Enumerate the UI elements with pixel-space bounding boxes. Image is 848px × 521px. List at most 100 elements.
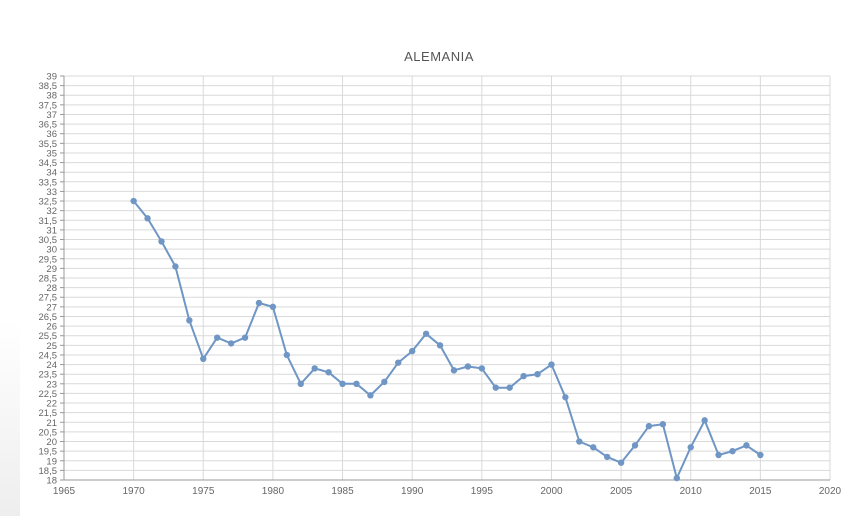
- data-point: [353, 380, 360, 388]
- data-point: [659, 421, 667, 428]
- data-point: [227, 340, 235, 347]
- data-point: [757, 451, 764, 459]
- data-point: [478, 365, 486, 372]
- data-point: [269, 303, 277, 311]
- x-tick-label: 2010: [680, 486, 703, 497]
- y-tick-label: 35,5: [39, 139, 58, 150]
- axes: [60, 75, 830, 481]
- x-tick-label: 1985: [331, 486, 354, 497]
- y-tick-label: 25: [46, 341, 57, 352]
- x-tick-label: 1965: [53, 486, 76, 497]
- data-point: [214, 334, 221, 341]
- data-point: [617, 459, 625, 466]
- y-tick-label: 24: [46, 360, 57, 371]
- x-tick-label: 2015: [749, 486, 772, 497]
- data-point: [590, 444, 597, 451]
- data-point: [200, 355, 207, 362]
- y-tick-label: 30: [46, 245, 57, 256]
- data-point: [144, 215, 151, 222]
- data-point: [241, 334, 249, 341]
- y-tick-label: 19: [46, 456, 57, 467]
- line-chart: ALEMANIA 1818,51919,52020,52121,52222,52…: [39, 49, 842, 497]
- y-tick-label: 23: [46, 379, 57, 390]
- data-point: [687, 444, 694, 451]
- y-axis-tick-labels: 1818,51919,52020,52121,52222,52323,52424…: [39, 72, 58, 487]
- y-tick-label: 39: [46, 72, 57, 83]
- x-tick-label: 1995: [471, 486, 494, 497]
- y-tick-label: 28: [46, 283, 57, 294]
- data-point: [422, 330, 430, 337]
- data-point: [743, 442, 750, 449]
- data-point: [367, 392, 374, 399]
- y-tick-label: 26,5: [39, 312, 58, 323]
- y-tick-label: 37: [46, 110, 57, 121]
- data-point: [186, 317, 193, 324]
- y-tick-label: 28,5: [39, 274, 58, 285]
- data-point: [506, 384, 513, 391]
- x-tick-label: 1975: [192, 486, 215, 497]
- y-tick-label: 23,5: [39, 370, 58, 381]
- y-tick-label: 38: [46, 91, 57, 102]
- y-tick-label: 29: [46, 264, 57, 275]
- data-point: [130, 197, 137, 205]
- x-tick-label: 1990: [401, 486, 424, 497]
- y-tick-label: 30,5: [39, 235, 58, 246]
- chart-title: ALEMANIA: [404, 49, 474, 64]
- data-point: [172, 263, 179, 270]
- data-point: [715, 451, 722, 459]
- x-tick-label: 1970: [123, 486, 146, 497]
- y-tick-label: 18: [46, 476, 57, 487]
- data-point: [562, 394, 569, 401]
- data-point: [297, 380, 304, 388]
- y-tick-label: 27,5: [39, 293, 58, 304]
- data-point: [492, 384, 499, 391]
- y-tick-label: 38,5: [39, 81, 58, 92]
- data-point: [158, 238, 165, 245]
- x-tick-label: 2020: [819, 486, 842, 497]
- data-point: [701, 417, 708, 424]
- y-tick-label: 20: [46, 437, 57, 448]
- data-point: [325, 369, 332, 376]
- y-tick-label: 32,5: [39, 197, 58, 208]
- data-point: [255, 299, 263, 307]
- data-point: [450, 367, 458, 374]
- y-tick-label: 32: [46, 206, 57, 217]
- data-point: [631, 442, 639, 449]
- y-tick-label: 34,5: [39, 158, 58, 169]
- y-tick-label: 33: [46, 187, 57, 198]
- data-point: [395, 359, 402, 366]
- x-tick-label: 2000: [540, 486, 563, 497]
- y-tick-label: 36,5: [39, 120, 58, 131]
- data-point: [339, 380, 346, 388]
- x-axis-tick-labels: 1965 1970 1975 1980 1985 1990 1995 2000 2005 2010…: [53, 486, 842, 497]
- y-tick-label: 21: [46, 418, 57, 429]
- series-line: [132, 200, 761, 480]
- y-tick-label: 31: [46, 225, 57, 236]
- data-point: [381, 378, 388, 386]
- data-point: [673, 474, 680, 482]
- x-tick-label: 2005: [610, 486, 633, 497]
- y-tick-label: 25,5: [39, 331, 58, 342]
- y-tick-label: 37,5: [39, 100, 58, 111]
- y-tick-label: 18,5: [39, 466, 58, 477]
- data-point: [548, 361, 555, 368]
- data-point: [436, 342, 444, 349]
- data-point: [645, 422, 653, 430]
- y-tick-label: 20,5: [39, 427, 58, 438]
- y-tick-label: 35: [46, 148, 57, 159]
- y-tick-label: 36: [46, 129, 57, 140]
- data-point: [464, 363, 472, 370]
- chart-frame: ALEMANIA 18 18,5 19 19,5 20 20,5 21 21,5 22 22,5 2…: [20, 40, 848, 516]
- y-tick-label: 29,5: [39, 254, 58, 265]
- x-tick-label: 1980: [262, 486, 285, 497]
- y-tick-label: 19,5: [39, 447, 58, 458]
- y-tick-label: 27: [46, 302, 57, 313]
- y-tick-label: 22: [46, 399, 57, 410]
- y-tick-label: 31,5: [39, 216, 58, 227]
- data-point: [283, 351, 291, 359]
- y-tick-label: 33,5: [39, 177, 58, 188]
- y-tick-label: 34: [46, 168, 57, 179]
- data-point: [729, 447, 736, 455]
- y-tick-label: 24,5: [39, 350, 58, 361]
- y-tick-label: 21,5: [39, 408, 58, 419]
